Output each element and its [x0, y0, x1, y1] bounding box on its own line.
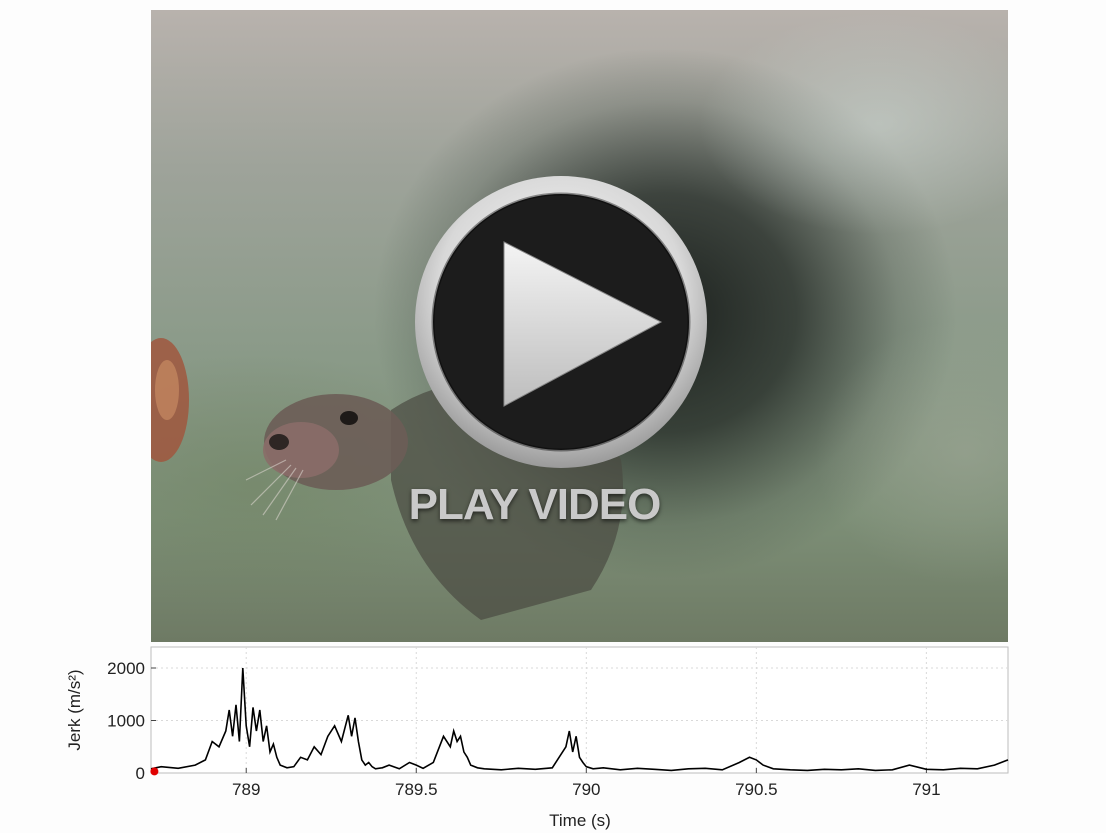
series-line-jerk — [150, 667, 1009, 772]
x-tick-label: 790 — [572, 780, 600, 799]
x-axis-label: Time (s) — [549, 811, 611, 830]
x-tick-label: 789 — [232, 780, 260, 799]
plot-area — [150, 646, 1009, 774]
x-axis-ticks: 789 789.5 790 790.5 791 — [232, 768, 941, 799]
y-tick-label: 2000 — [107, 659, 145, 678]
y-tick-label: 0 — [136, 764, 145, 783]
x-tick-label: 789.5 — [395, 780, 438, 799]
y-axis-ticks: 0 1000 2000 — [107, 659, 156, 783]
video-player[interactable]: PLAY VIDEO — [151, 10, 1008, 642]
x-tick-label: 790.5 — [735, 780, 778, 799]
jerk-chart: 789 789.5 790 790.5 791 0 1000 2000 Time (s) J… — [0, 642, 1106, 833]
video-frame-seal — [151, 338, 623, 620]
y-axis-label: Jerk (m/s²) — [65, 669, 84, 750]
jerk-chart-svg: 789 789.5 790 790.5 791 0 1000 2000 Time (s) J… — [65, 646, 1009, 830]
play-icon[interactable] — [409, 170, 714, 475]
grid-lines — [151, 647, 1008, 773]
y-tick-label: 1000 — [107, 712, 145, 731]
play-video-label[interactable]: PLAY VIDEO — [408, 480, 662, 529]
current-time-marker — [150, 767, 159, 776]
x-tick-label: 791 — [912, 780, 940, 799]
